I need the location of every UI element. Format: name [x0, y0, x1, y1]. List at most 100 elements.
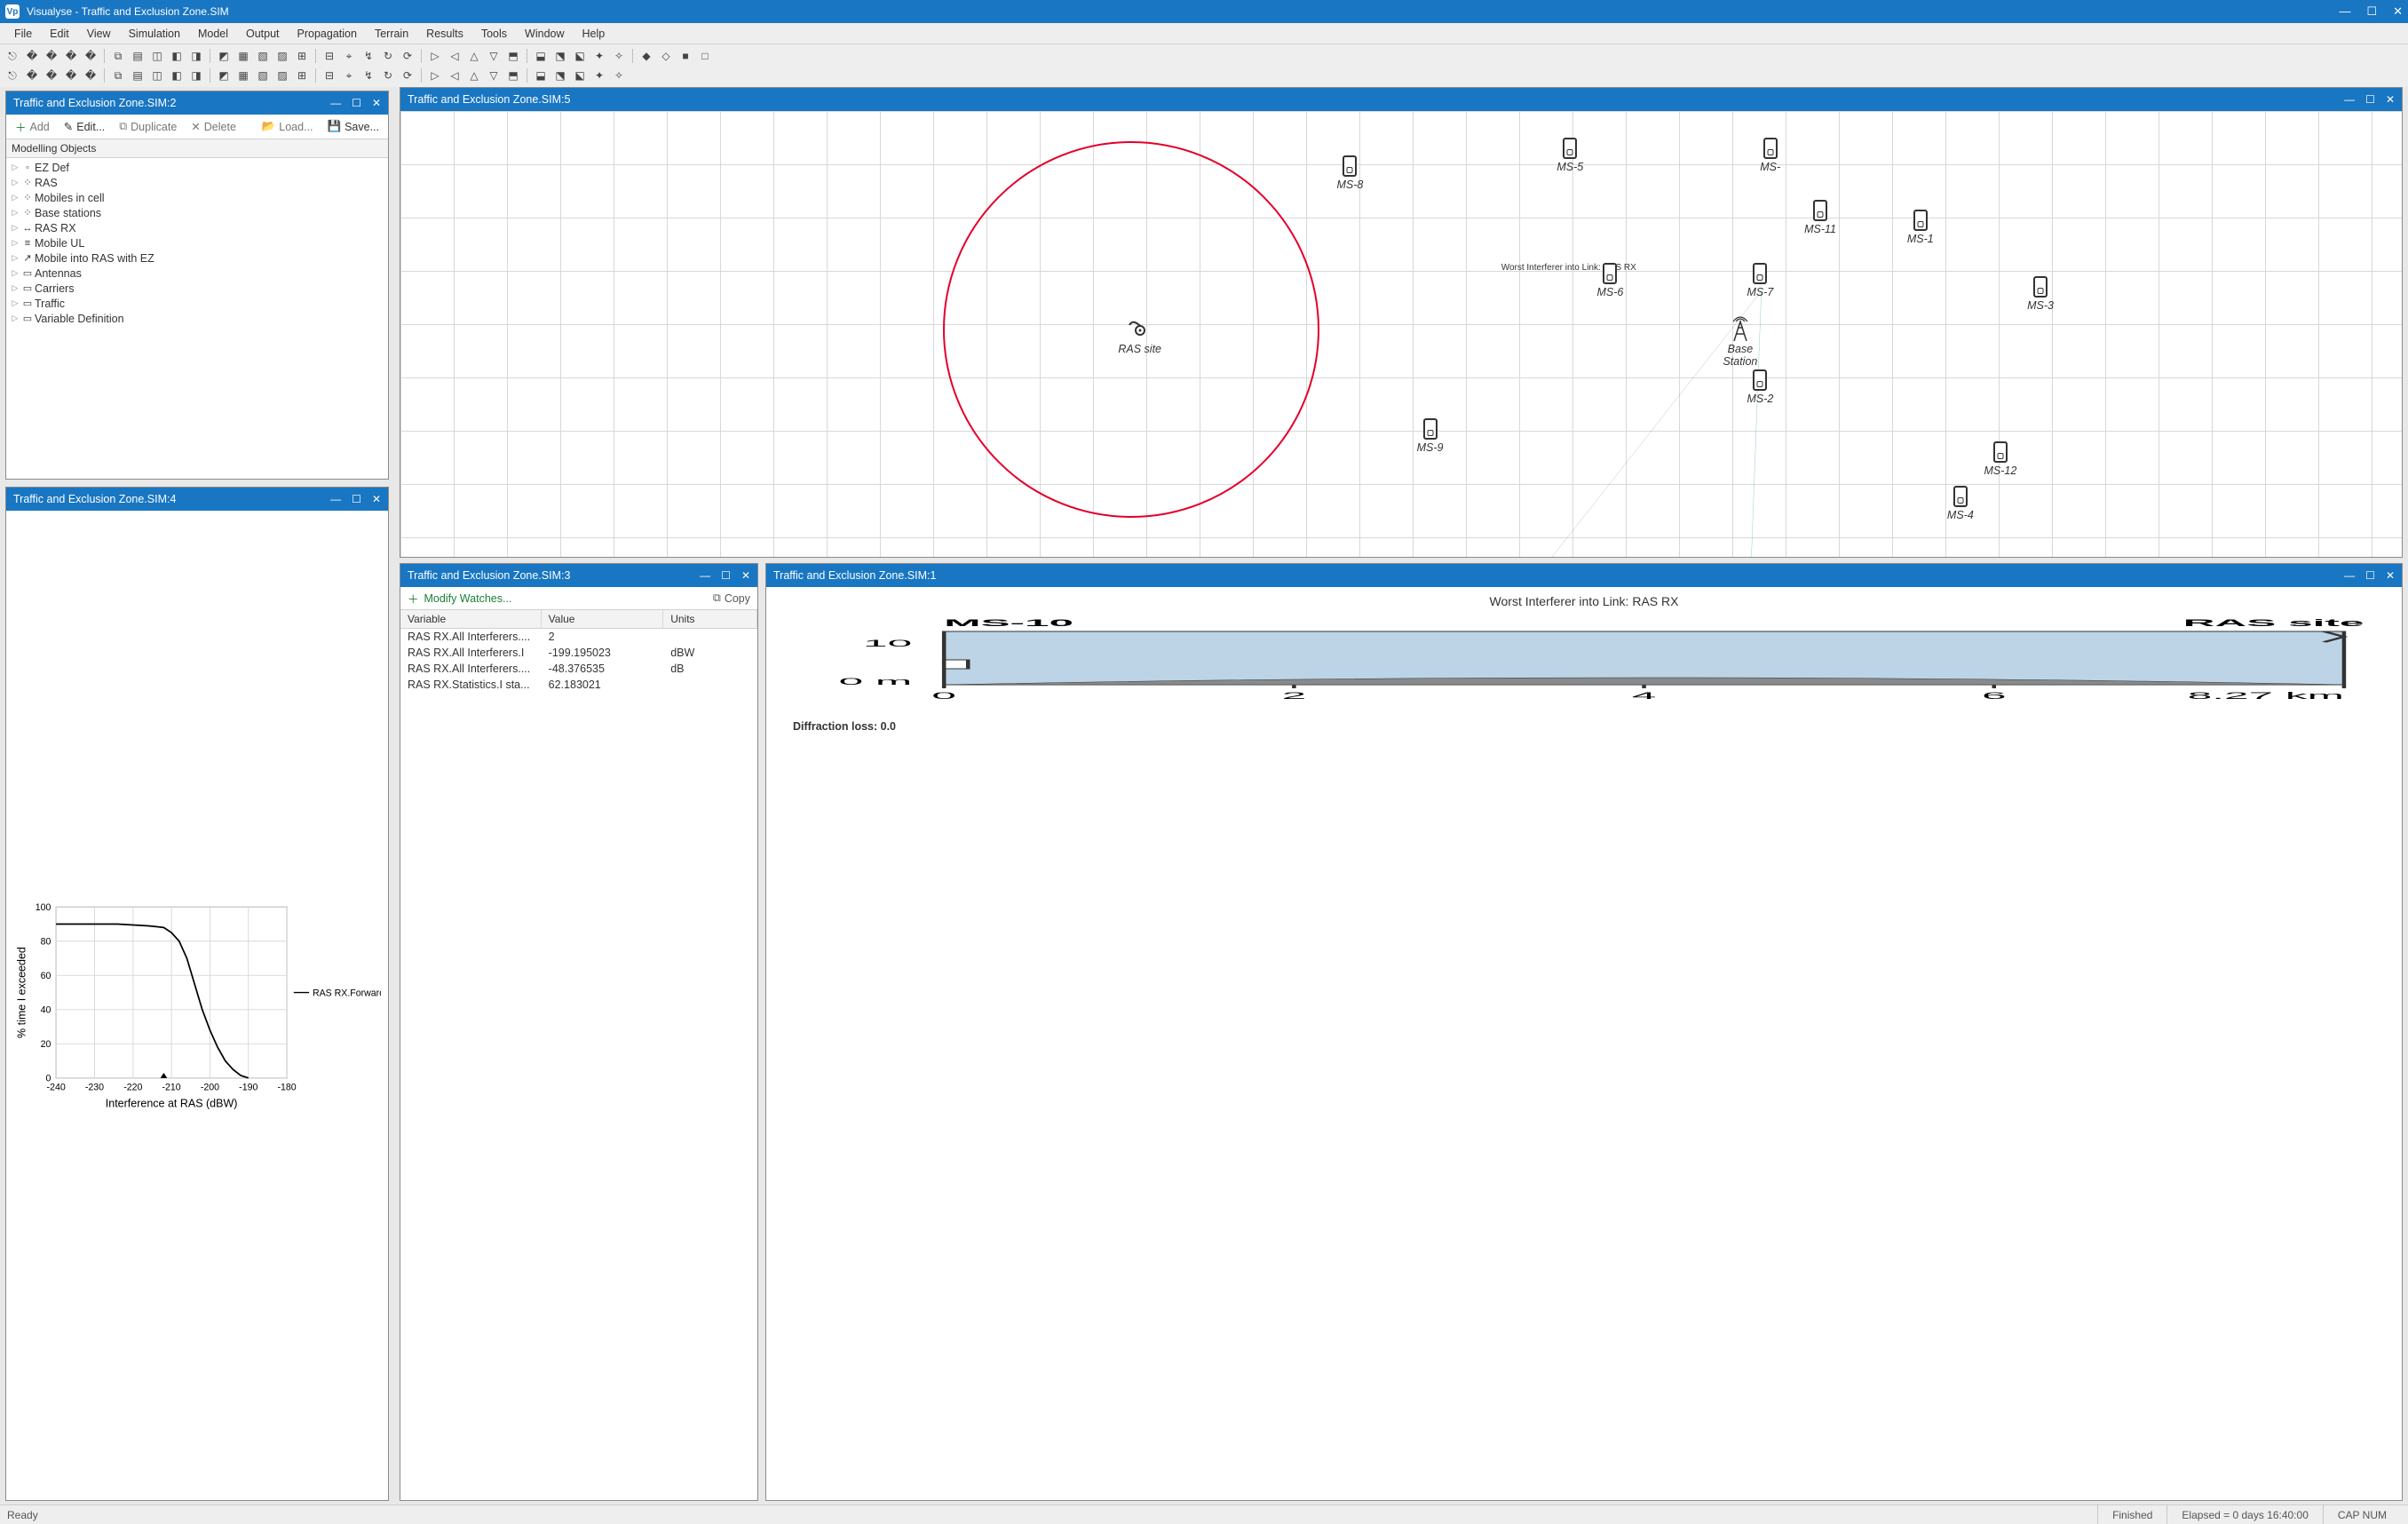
panel-sim1-min[interactable]: — [2344, 569, 2355, 582]
toolbar-button[interactable]: ⬕ [571, 67, 589, 84]
toolbar-button[interactable]: ▷ [426, 47, 444, 65]
panel-sim3-close[interactable]: ✕ [741, 569, 750, 582]
toolbar-button[interactable]: � [43, 47, 60, 65]
toolbar-button[interactable]: ↯ [360, 47, 377, 65]
menu-output[interactable]: Output [237, 26, 289, 42]
menu-simulation[interactable]: Simulation [120, 26, 189, 42]
toolbar-button[interactable]: ⟳ [399, 47, 416, 65]
toolbar-button[interactable]: ▦ [234, 47, 252, 65]
toolbar-button[interactable]: � [43, 67, 60, 84]
copy-button[interactable]: ⧉Copy [713, 591, 750, 605]
toolbar-button[interactable]: ⎋ [4, 67, 21, 84]
toolbar-button[interactable]: ◩ [215, 67, 233, 84]
toolbar-button[interactable]: △ [465, 47, 483, 65]
mobile-node-MS-3[interactable]: MS-3 [2014, 276, 2067, 312]
toolbar-button[interactable]: ▨ [273, 47, 291, 65]
minimize-button[interactable]: — [2339, 4, 2350, 19]
toolbar-button[interactable]: ⬓ [532, 47, 550, 65]
watch-col-variable[interactable]: Variable [400, 610, 542, 628]
panel-sim4-titlebar[interactable]: Traffic and Exclusion Zone.SIM:4 —☐✕ [6, 488, 388, 511]
toolbar-button[interactable]: � [62, 47, 80, 65]
toolbar-button[interactable]: ◨ [187, 67, 205, 84]
panel-sim4-close[interactable]: ✕ [372, 493, 381, 505]
toolbar-button[interactable]: ▨ [273, 67, 291, 84]
toolbar-button[interactable]: ⊞ [293, 67, 311, 84]
menu-model[interactable]: Model [189, 26, 237, 42]
toolbar-button[interactable]: ▦ [234, 67, 252, 84]
save-button[interactable]: 💾Save... [322, 118, 385, 135]
edit-button[interactable]: ✎Edit... [59, 118, 110, 135]
load-button[interactable]: 📂Load... [257, 118, 319, 135]
menu-terrain[interactable]: Terrain [366, 26, 417, 42]
watch-row[interactable]: RAS RX.All Interferers....2 [400, 629, 757, 645]
toolbar-button[interactable]: ⬒ [504, 47, 522, 65]
mobile-node-MS-9[interactable]: MS-9 [1404, 418, 1457, 454]
mobile-node-MS-5[interactable]: MS-5 [1543, 138, 1596, 173]
panel-sim2-min[interactable]: — [330, 97, 341, 109]
mobile-node-MS-8[interactable]: MS-8 [1323, 155, 1376, 191]
toolbar-button[interactable]: ◫ [148, 47, 166, 65]
tree-item[interactable]: ▷↗Mobile into RAS with EZ [6, 250, 388, 266]
panel-sim2-titlebar[interactable]: Traffic and Exclusion Zone.SIM:2 —☐✕ [6, 91, 388, 115]
toolbar-button[interactable]: ↻ [379, 47, 397, 65]
toolbar-button[interactable]: ◫ [148, 67, 166, 84]
toolbar-button[interactable]: ↯ [360, 67, 377, 84]
toolbar-button[interactable]: ✦ [590, 67, 608, 84]
base-station-node[interactable]: Base Station [1714, 316, 1767, 368]
panel-sim4-min[interactable]: — [330, 493, 341, 505]
panel-sim2-close[interactable]: ✕ [372, 97, 381, 109]
panel-sim5-titlebar[interactable]: Traffic and Exclusion Zone.SIM:5 —☐✕ [400, 88, 2402, 111]
panel-sim2-max[interactable]: ☐ [352, 97, 361, 109]
toolbar-button[interactable]: ⬕ [571, 47, 589, 65]
toolbar-button[interactable]: ■ [677, 47, 694, 65]
tree-item[interactable]: ▷≡Mobile UL [6, 235, 388, 250]
mobile-node-MS-[interactable]: MS- [1744, 138, 1797, 173]
watch-col-units[interactable]: Units [663, 610, 757, 628]
tree-item[interactable]: ▷▭Carriers [6, 281, 388, 296]
mobile-node-MS-2[interactable]: MS-2 [1733, 369, 1786, 405]
toolbar-button[interactable]: ⬓ [532, 67, 550, 84]
mobile-node-MS-6[interactable]: MS-6 [1583, 263, 1636, 298]
toolbar-button[interactable]: ▽ [485, 67, 503, 84]
menu-help[interactable]: Help [574, 26, 614, 42]
toolbar-button[interactable]: ↻ [379, 67, 397, 84]
watch-row[interactable]: RAS RX.Statistics.I sta...62.183021 [400, 677, 757, 693]
toolbar-button[interactable]: ◨ [187, 47, 205, 65]
menu-view[interactable]: View [78, 26, 120, 42]
toolbar-button[interactable]: ◩ [215, 47, 233, 65]
toolbar-button[interactable]: ⊞ [293, 47, 311, 65]
toolbar-button[interactable]: ⬒ [504, 67, 522, 84]
toolbar-button[interactable]: ▧ [254, 47, 272, 65]
toolbar-button[interactable]: ▤ [129, 47, 147, 65]
toolbar-button[interactable]: ▧ [254, 67, 272, 84]
toolbar-button[interactable]: ◁ [446, 47, 463, 65]
panel-sim4-max[interactable]: ☐ [352, 493, 361, 505]
delete-button[interactable]: ✕Delete [186, 118, 242, 135]
toolbar-button[interactable]: ◆ [638, 47, 655, 65]
ras-site-node[interactable]: RAS site [1113, 316, 1167, 355]
panel-sim1-max[interactable]: ☐ [2365, 569, 2375, 582]
tree-item[interactable]: ▷⁘RAS [6, 175, 388, 190]
toolbar-button[interactable]: ⧉ [109, 67, 127, 84]
toolbar-button[interactable]: � [82, 67, 99, 84]
map-view[interactable]: Worst Interferer into Link: RAS RXRAS si… [400, 111, 2402, 557]
menu-edit[interactable]: Edit [41, 26, 78, 42]
tree-item[interactable]: ▷⁘Mobiles in cell [6, 190, 388, 205]
mobile-node-MS-1[interactable]: MS-1 [1894, 210, 1947, 245]
tree-item[interactable]: ▷▭Antennas [6, 266, 388, 281]
toolbar-button[interactable]: � [82, 47, 99, 65]
toolbar-button[interactable]: ◧ [168, 47, 186, 65]
tree-item[interactable]: ▷◦EZ Def [6, 160, 388, 175]
menu-window[interactable]: Window [516, 26, 573, 42]
toolbar-button[interactable]: ✧ [610, 47, 628, 65]
toolbar-button[interactable]: △ [465, 67, 483, 84]
menu-tools[interactable]: Tools [472, 26, 516, 42]
toolbar-button[interactable]: � [23, 47, 41, 65]
toolbar-button[interactable]: ◧ [168, 67, 186, 84]
menu-results[interactable]: Results [417, 26, 472, 42]
mobile-node-MS-7[interactable]: MS-7 [1733, 263, 1786, 298]
terrain-chart[interactable]: MS-10RAS site100 m02468.27 km [784, 615, 2384, 713]
add-button[interactable]: ＋Add [10, 116, 55, 137]
toolbar-button[interactable]: ◁ [446, 67, 463, 84]
modify-watches-button[interactable]: ＋Modify Watches... [408, 590, 511, 607]
